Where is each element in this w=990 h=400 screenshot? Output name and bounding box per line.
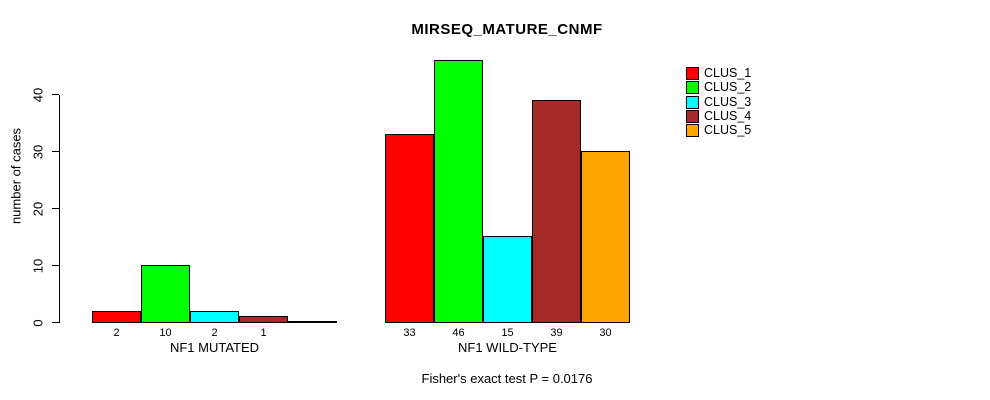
- y-tick-label: 20: [30, 201, 46, 217]
- y-axis-label: number of cases: [8, 127, 24, 225]
- bar-clus_4-group2: [532, 100, 581, 323]
- y-tick-mark: [52, 322, 59, 323]
- legend-label-clus_2: CLUS_2: [704, 80, 752, 94]
- bar-clus_5-group2: [581, 151, 630, 323]
- group-label-nf1-wild-type: NF1 WILD-TYPE: [458, 340, 557, 355]
- y-tick-label: 0: [30, 319, 46, 327]
- legend-label-clus_1: CLUS_1: [704, 66, 752, 80]
- y-tick-mark: [52, 94, 59, 95]
- legend-label-clus_5: CLUS_5: [704, 123, 752, 137]
- bar-clus_1-group2: [385, 134, 434, 323]
- bar-value-label: 10: [159, 327, 172, 339]
- bar-clus_5-group1: [288, 321, 337, 323]
- y-tick-mark: [52, 151, 59, 152]
- bar-value-label: 33: [403, 327, 416, 339]
- y-tick-label: 40: [30, 87, 46, 103]
- bar-clus_4-group1: [239, 316, 288, 323]
- legend-swatch-clus_4: [686, 110, 699, 123]
- fisher-test-annotation: Fisher's exact test P = 0.0176: [421, 371, 593, 386]
- y-tick-mark: [52, 208, 59, 209]
- bar-clus_3-group1: [190, 311, 239, 323]
- bar-value-label: 46: [452, 327, 465, 339]
- legend-label-clus_4: CLUS_4: [704, 109, 752, 123]
- bar-clus_1-group1: [92, 311, 141, 323]
- chart-title: MIRSEQ_MATURE_CNMF: [411, 21, 603, 38]
- legend-swatch-clus_1: [686, 67, 699, 80]
- bar-value-label: 15: [501, 327, 514, 339]
- y-axis-line: [59, 95, 60, 323]
- legend-swatch-clus_5: [686, 124, 699, 137]
- y-tick-label: 30: [30, 144, 46, 160]
- group-label-nf1-mutated: NF1 MUTATED: [169, 340, 260, 355]
- bar-value-label: 2: [211, 327, 218, 339]
- legend-label-clus_3: CLUS_3: [704, 95, 752, 109]
- bar-value-label: 1: [260, 327, 267, 339]
- legend-swatch-clus_3: [686, 96, 699, 109]
- bar-value-label: 30: [599, 327, 612, 339]
- bar-value-label: 39: [550, 327, 563, 339]
- y-tick-mark: [52, 265, 59, 266]
- bar-clus_3-group2: [483, 236, 532, 323]
- bar-value-label: 2: [113, 327, 120, 339]
- y-tick-label: 10: [30, 258, 46, 274]
- bar-clus_2-group1: [141, 265, 190, 323]
- bar-clus_2-group2: [434, 60, 483, 323]
- legend-swatch-clus_2: [686, 81, 699, 94]
